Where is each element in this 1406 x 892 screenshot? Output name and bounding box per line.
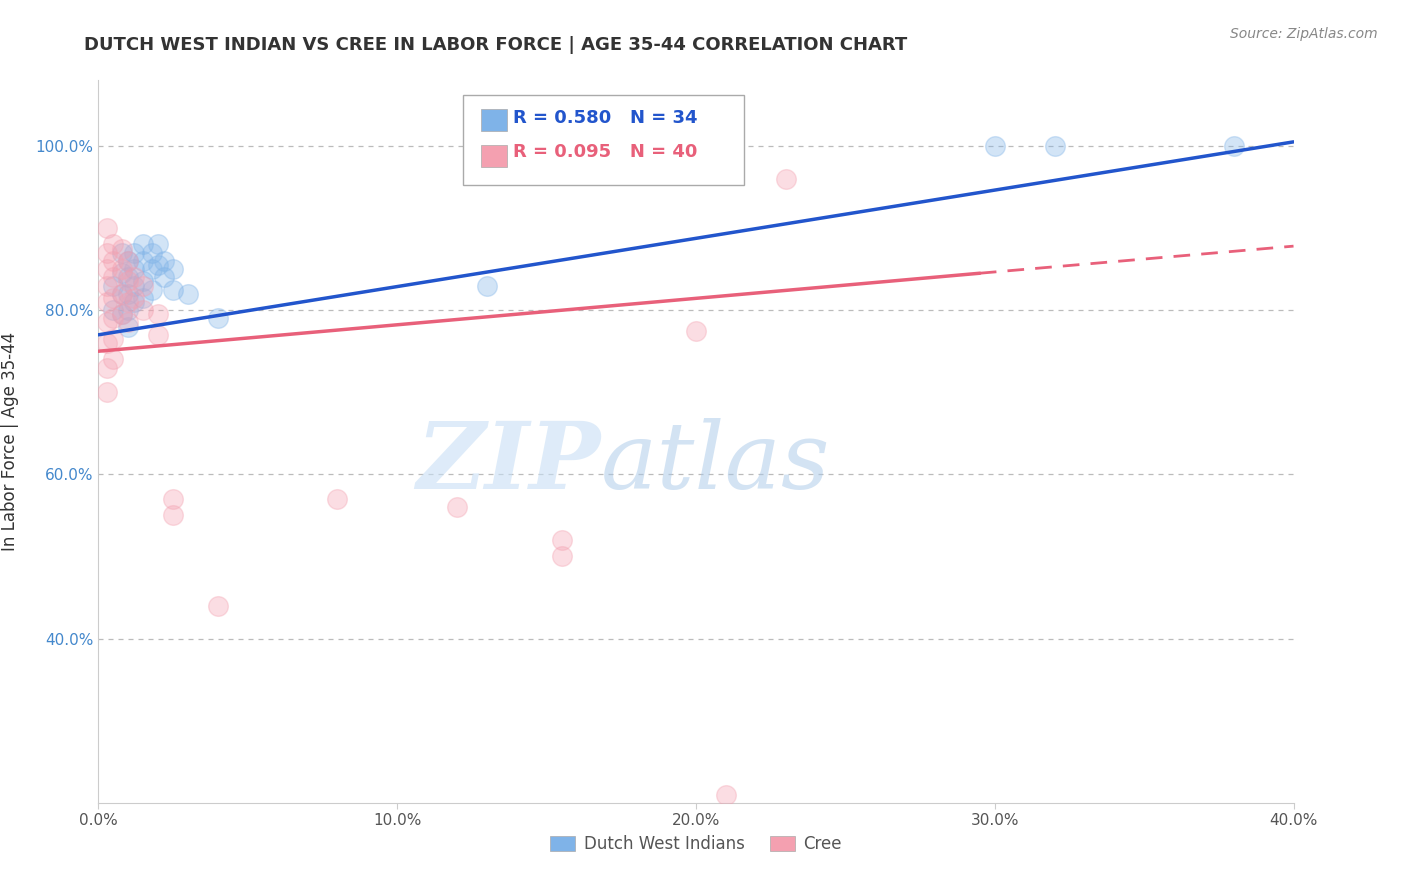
Point [141,262,163,277]
Point [207,599,229,613]
Point [96,245,118,260]
Point [148,237,170,252]
Point [117,286,139,301]
Point [775,171,797,186]
Point [1223,139,1246,153]
Point [96,385,118,400]
Point [132,303,155,318]
Point [153,270,176,285]
Point [132,237,155,252]
Point [124,295,146,310]
Point [117,295,139,310]
Point [117,275,139,289]
Point [117,253,139,268]
Point [162,283,184,297]
Point [326,491,349,506]
Point [103,332,125,346]
Point [141,245,163,260]
Point [103,278,125,293]
Point [117,270,139,285]
Point [162,508,184,523]
Point [117,316,139,330]
Point [685,324,707,338]
Text: DUTCH WEST INDIAN VS CREE IN LABOR FORCE | AGE 35-44 CORRELATION CHART: DUTCH WEST INDIAN VS CREE IN LABOR FORCE… [84,36,908,54]
Point [103,270,125,285]
Point [1043,139,1066,153]
Point [162,262,184,277]
Point [96,262,118,277]
Point [111,266,134,280]
Point [103,352,125,367]
Point [132,278,155,293]
Point [117,303,139,318]
Y-axis label: In Labor Force | Age 35-44: In Labor Force | Age 35-44 [1,332,18,551]
Point [714,788,737,802]
Point [96,336,118,351]
Point [111,262,134,277]
Text: R = 0.580   N = 34: R = 0.580 N = 34 [513,109,697,128]
Legend: Dutch West Indians, Cree: Dutch West Indians, Cree [544,828,848,860]
Point [103,303,125,318]
Text: atlas: atlas [600,418,830,508]
Point [124,270,146,285]
Point [475,278,498,293]
Point [103,253,125,268]
Point [446,500,468,515]
Point [153,253,176,268]
Point [148,327,170,342]
Point [177,286,200,301]
Point [103,291,125,305]
Point [96,316,118,330]
Point [550,533,572,547]
Point [124,245,146,260]
Point [162,491,184,506]
Bar [481,145,508,167]
Point [111,286,134,301]
Point [96,295,118,310]
Point [96,360,118,375]
Point [550,549,572,564]
Point [111,245,134,260]
Point [117,253,139,268]
Point [103,311,125,326]
Point [111,286,134,301]
Bar [481,109,508,131]
Text: ZIP: ZIP [416,418,600,508]
Text: R = 0.095   N = 40: R = 0.095 N = 40 [513,143,697,161]
Point [132,253,155,268]
Point [132,291,155,305]
Point [148,307,170,321]
Point [96,221,118,235]
Point [103,237,125,252]
Point [96,278,118,293]
Point [111,307,134,321]
Point [117,319,139,334]
Point [148,258,170,272]
Point [124,262,146,277]
Text: Source: ZipAtlas.com: Source: ZipAtlas.com [1230,27,1378,41]
Point [132,275,155,289]
Point [111,307,134,321]
Point [124,291,146,305]
Point [124,278,146,293]
Point [984,139,1007,153]
Point [111,242,134,256]
Point [207,311,229,326]
Point [141,283,163,297]
FancyBboxPatch shape [463,95,744,185]
